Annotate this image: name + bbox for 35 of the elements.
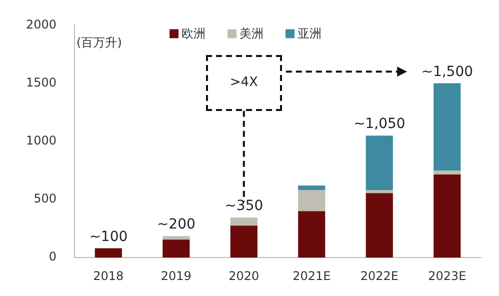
legend-label: 亚洲 [298,26,322,40]
bar [298,211,326,258]
y-axis-title: (百万升) [76,35,122,50]
annotation: ~1,050 [353,116,406,132]
y-tick-label: 2000 [26,17,57,32]
y-tick-label: 1000 [26,134,57,148]
bar [230,226,258,258]
bar [366,193,393,258]
y-tick-label: 1500 [26,75,57,90]
x-tick-label: 2022E [360,268,398,283]
legend-label: 美洲 [240,26,264,40]
x-tick-label: 2023E [428,268,466,283]
bar [298,186,326,190]
bar [434,83,461,170]
x-tick-label: 2019 [160,268,192,283]
legend-label: 欧洲 [182,26,206,40]
y-tick-label: 500 [34,192,57,206]
bar [366,136,393,190]
annotation: ~350 [224,198,264,214]
dashed-box: >4X [206,54,282,111]
bar [162,236,190,240]
bar [434,174,461,258]
x-tick-label: 2018 [93,268,124,283]
bar [94,248,122,258]
bar [162,240,190,258]
annotation: ~100 [89,228,128,245]
x-tick-label: 2020 [228,268,260,283]
y-tick-label: 0 [48,250,57,264]
bar [230,218,258,226]
bar [298,190,326,212]
annotation: ~1,500 [421,64,474,80]
bar [434,170,461,175]
x-tick-label: 2021E [292,268,331,283]
bar [366,190,393,194]
annotation: ~200 [156,216,196,233]
